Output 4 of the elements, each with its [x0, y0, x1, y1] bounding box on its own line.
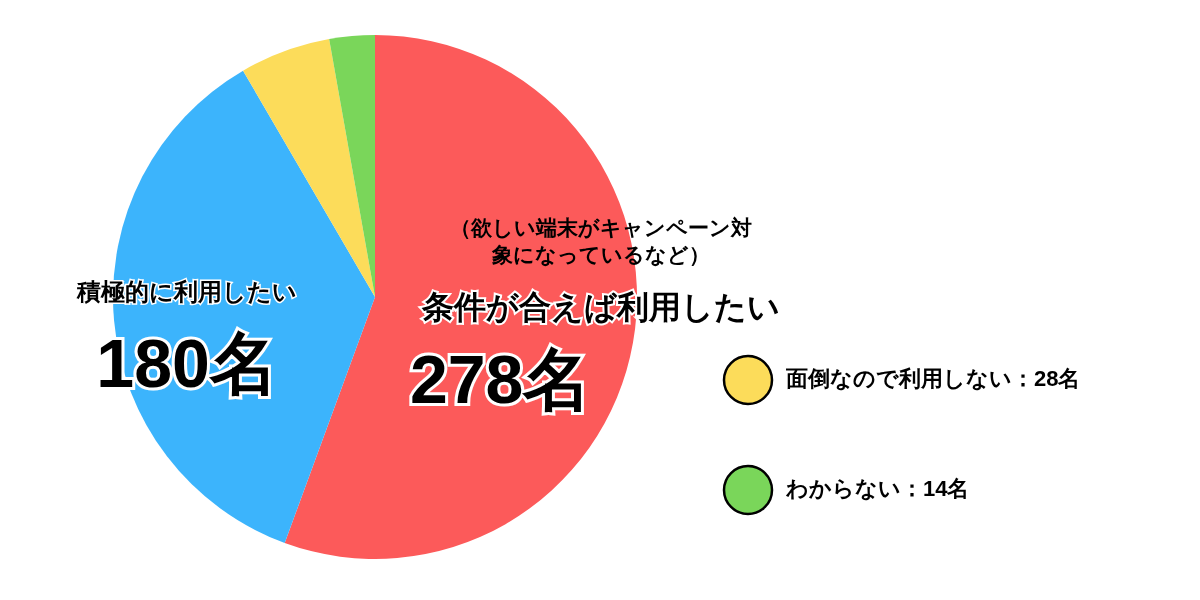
legend-label: 面倒なので利用しない：28名: [785, 365, 1081, 391]
slice-label: 積極的に利用したい: [76, 277, 298, 305]
data-label: 278名: [409, 340, 592, 417]
legend-label: わからない：14名: [785, 475, 970, 501]
